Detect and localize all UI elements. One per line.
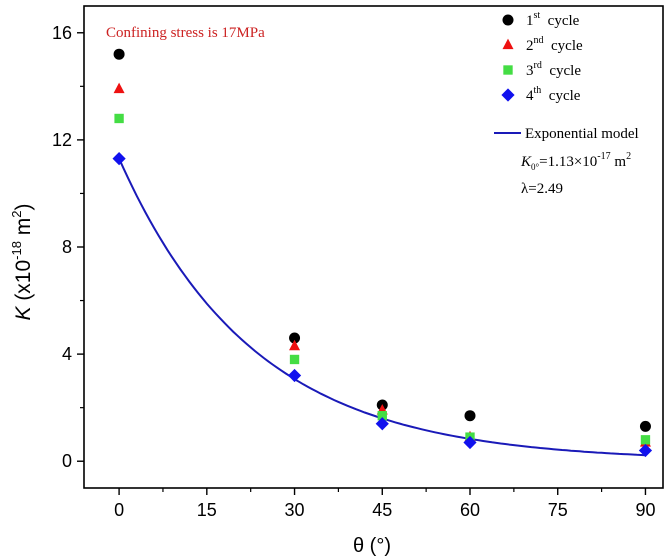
x-tick-label: 90 — [635, 500, 655, 520]
y-axis-label: K (x10-18 m2) — [9, 203, 35, 320]
legend-marker — [502, 38, 514, 50]
y-tick-label: 12 — [52, 130, 72, 150]
y-axis: 0 4 8 12 16 — [52, 23, 84, 471]
annotation: Confining stress is 17MPa — [106, 25, 265, 41]
y-tick-label: 16 — [52, 23, 72, 43]
x-tick-label: 60 — [460, 500, 480, 520]
point — [638, 443, 653, 458]
point — [113, 48, 125, 60]
series-4 — [112, 152, 653, 458]
legend-model-param: λ=2.49 — [521, 181, 563, 197]
point — [289, 332, 301, 344]
point — [464, 410, 476, 422]
point — [289, 354, 300, 365]
legend-marker — [501, 88, 515, 102]
y-axis-label-unit: m — [12, 218, 35, 241]
x-axis: 0 15 30 45 60 75 90 — [114, 488, 655, 520]
y-axis-label-unit-exp: 2 — [9, 210, 24, 217]
legend-model-label: Exponential model — [525, 126, 639, 142]
point — [377, 411, 387, 421]
x-tick-label: 15 — [197, 500, 217, 520]
series-1 — [113, 48, 651, 432]
x-tick-label: 0 — [114, 500, 124, 520]
point — [289, 339, 301, 351]
y-axis-label-exp: -18 — [9, 241, 24, 260]
point — [640, 435, 651, 445]
legend-label: 3rd cycle — [526, 60, 581, 79]
point — [375, 417, 389, 431]
y-axis-label-text: (x10 — [12, 260, 35, 307]
data-points — [112, 48, 653, 458]
point — [113, 82, 125, 94]
y-axis-label-close: ) — [12, 203, 35, 210]
x-tick-label: 45 — [372, 500, 392, 520]
point — [287, 368, 302, 383]
y-tick-label: 8 — [62, 237, 72, 257]
legend-model-param: K0°=1.13×10-17 m2 — [520, 151, 631, 172]
legend: 1st cycle 2nd cycle 3rd cycle 4th cycle Expo… — [494, 10, 639, 197]
x-tick-label: 30 — [285, 500, 305, 520]
legend-label: 4th cycle — [526, 85, 581, 104]
point — [639, 420, 651, 432]
x-axis-label: θ (°) — [353, 535, 391, 557]
y-tick-label: 0 — [62, 451, 72, 471]
legend-marker — [503, 65, 513, 75]
legend-label: 1st cycle — [526, 10, 580, 29]
point — [463, 435, 477, 450]
legend-label: 2nd cycle — [526, 35, 583, 54]
point — [112, 152, 126, 166]
point — [114, 113, 124, 124]
y-axis-label-symbol: K — [12, 306, 35, 321]
y-tick-label: 4 — [62, 344, 72, 364]
legend-marker — [502, 14, 514, 26]
x-tick-label: 75 — [548, 500, 568, 520]
